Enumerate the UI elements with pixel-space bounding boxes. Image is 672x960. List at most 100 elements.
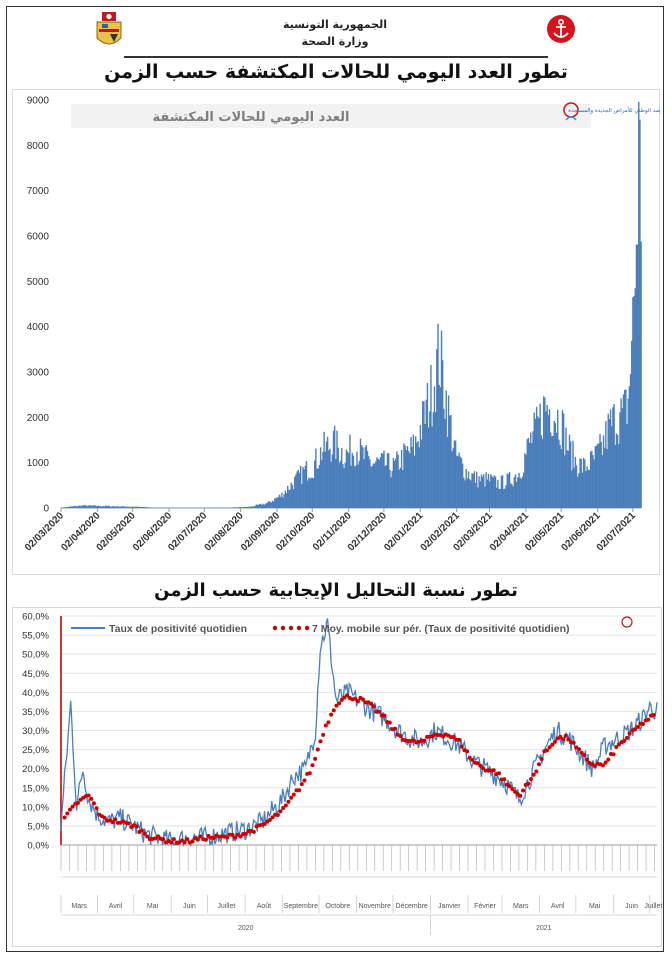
health-ministry-anchor-logo-icon <box>547 15 575 43</box>
y-tick-label: 8000 <box>27 141 50 152</box>
bar <box>93 505 95 508</box>
bar <box>596 443 599 508</box>
bar <box>474 482 477 508</box>
bar <box>331 454 334 508</box>
bar <box>496 487 498 508</box>
bar <box>353 466 356 508</box>
bar <box>339 460 342 508</box>
bar <box>579 458 581 508</box>
moving-average-point <box>526 781 531 786</box>
bar <box>411 446 413 508</box>
legend-label-daily: Taux de positivité quotidien <box>109 623 247 635</box>
bar <box>460 457 463 508</box>
bar <box>446 436 449 508</box>
moving-average-point <box>627 731 632 736</box>
bar <box>585 471 587 508</box>
daily-cases-chart: العدد اليومي للحالات المكتشفة المرصد الوط… <box>12 89 661 575</box>
bar <box>389 469 391 508</box>
bar <box>248 506 250 508</box>
bar <box>621 408 624 508</box>
bar <box>363 459 365 508</box>
bar <box>356 451 358 508</box>
bar <box>369 459 371 508</box>
bar <box>274 498 276 508</box>
bar <box>602 435 605 508</box>
bar <box>557 409 559 508</box>
bar <box>287 485 289 508</box>
month-label: Avril <box>109 903 123 910</box>
moving-average-point <box>467 755 472 760</box>
bar <box>100 506 102 508</box>
bar <box>126 506 128 508</box>
moving-average-point <box>225 835 230 840</box>
bar <box>97 505 100 508</box>
bar <box>613 403 615 508</box>
bar <box>136 506 139 508</box>
positivity-daily-line <box>60 618 658 848</box>
bar <box>112 506 114 508</box>
bar <box>612 407 614 508</box>
moving-average-point <box>651 712 656 717</box>
bar <box>132 506 134 508</box>
moving-average-point <box>600 763 605 768</box>
bar <box>385 465 388 508</box>
bar <box>143 507 146 508</box>
header-text: الجمهورية التونسية وزارة الصحة <box>260 16 410 50</box>
bar <box>472 473 474 508</box>
bar <box>437 323 439 508</box>
bar <box>322 451 324 508</box>
bar <box>431 426 433 508</box>
bar <box>236 507 238 508</box>
bar <box>493 475 496 508</box>
bar <box>600 441 602 508</box>
moving-average-point <box>640 721 645 726</box>
bar <box>470 480 472 508</box>
bar <box>422 401 424 508</box>
bar <box>538 418 540 508</box>
moving-average-point <box>470 757 475 762</box>
bar <box>337 447 339 508</box>
bar <box>456 455 458 508</box>
bar <box>81 505 83 508</box>
moving-average-point <box>94 806 99 811</box>
bar <box>328 450 330 508</box>
bar <box>338 462 341 508</box>
bar <box>124 506 127 508</box>
bar <box>504 488 506 508</box>
bar <box>309 478 311 508</box>
bar <box>573 467 575 508</box>
moving-average-point <box>62 815 67 820</box>
bar <box>498 488 500 508</box>
bar <box>134 506 136 508</box>
bar <box>558 439 560 508</box>
moving-average-point <box>611 752 616 757</box>
chart-title: العدد اليومي للحالات المكتشفة <box>153 110 350 125</box>
bar <box>407 450 410 508</box>
bar <box>271 500 274 508</box>
month-label: Mars <box>513 903 529 910</box>
moving-average-point <box>195 837 200 842</box>
moving-average-point <box>441 734 446 739</box>
bar <box>552 435 554 508</box>
month-label: Octobre <box>325 903 350 910</box>
bar <box>540 435 543 508</box>
daily-cases-chart-svg: العدد اليومي للحالات المكتشفة المرصد الوط… <box>23 96 661 554</box>
observatory-logo: المرصد الوطني للأمراض الجديدة والمستجدة <box>563 102 661 121</box>
moving-average-point <box>67 807 72 812</box>
bar <box>391 470 393 508</box>
bar <box>76 506 79 508</box>
moving-average-point <box>190 839 195 844</box>
bar <box>507 474 510 508</box>
bar <box>451 451 453 508</box>
y-tick-label: 50,0% <box>22 650 49 661</box>
bar <box>144 507 147 508</box>
bar <box>297 469 299 508</box>
bar <box>128 506 130 508</box>
bar <box>571 470 573 508</box>
bar <box>409 453 411 508</box>
bar <box>317 468 319 508</box>
moving-average-point <box>251 829 256 834</box>
month-label: Avril <box>551 903 565 910</box>
moving-average-point <box>592 764 597 769</box>
bar <box>550 432 552 508</box>
